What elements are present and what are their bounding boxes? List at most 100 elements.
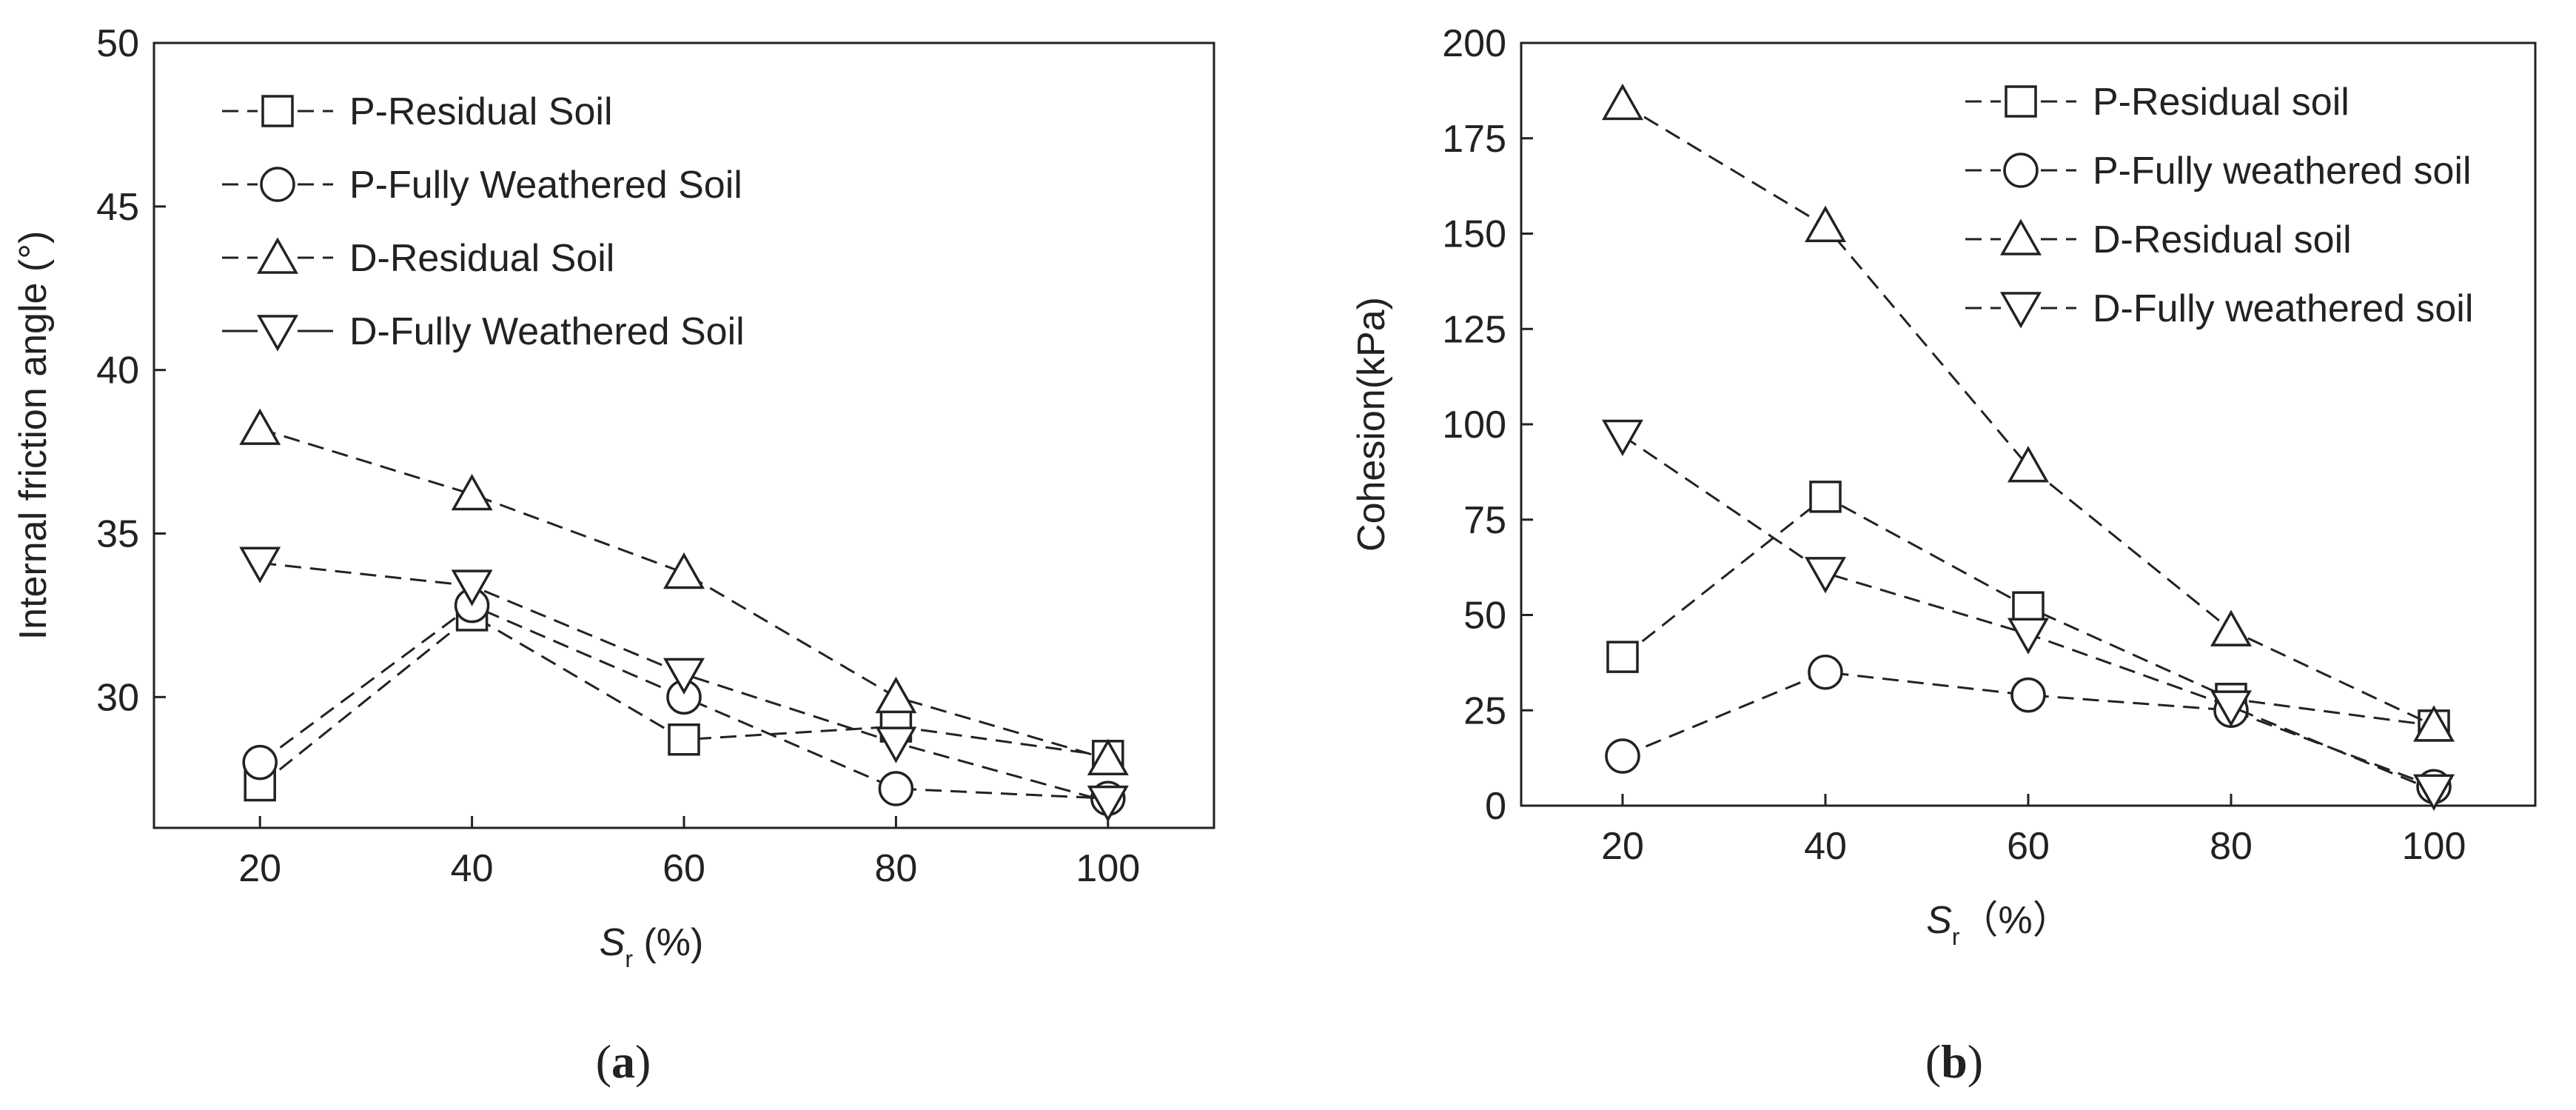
data-point-a-2 (875, 676, 917, 714)
panel-caption-b: (b) (1925, 1035, 1983, 1088)
x-axis-label-b: Sr（%） (1926, 899, 2071, 950)
x-axis-label-subscript-a: r (625, 946, 633, 972)
data-point-a-3 (239, 546, 281, 584)
data-point-a-1 (242, 744, 278, 780)
data-point-b-3 (2412, 774, 2455, 811)
x-tick-label-b: 40 (1804, 825, 1847, 868)
legend-marker-a-2 (256, 237, 299, 274)
x-tick-label-a: 40 (451, 847, 494, 890)
data-point-b-2 (1804, 205, 1847, 242)
data-point-b-3 (2007, 618, 2050, 655)
y-axis-label-b: Cohesion(kPa) (1350, 297, 1393, 552)
data-point-b-1 (1808, 655, 1843, 690)
y-tick-label-a: 45 (96, 186, 139, 229)
caption-letter-a: a (611, 1035, 635, 1088)
legend-marker-a-0 (261, 95, 294, 127)
series-b-1 (1605, 655, 2452, 804)
y-tick-label-b: 100 (1442, 404, 1506, 447)
data-point-a-2 (239, 408, 281, 445)
y-axis-label-a: Internal friction angle (°) (12, 231, 55, 641)
series-a-1 (242, 587, 1126, 816)
y-tick-label-a: 30 (96, 676, 139, 719)
data-point-a-3 (875, 726, 917, 763)
legend-label-a-0: P-Residual Soil (349, 90, 613, 133)
legend-label-b-2: D-Residual soil (2093, 218, 2352, 261)
y-tick-label-b: 200 (1442, 22, 1506, 65)
y-tick-label-a: 40 (96, 350, 139, 392)
legend-marker-b-1 (2003, 153, 2039, 188)
x-axis-label-symbol-a: S (600, 921, 625, 964)
data-point-b-3 (1601, 419, 1644, 456)
legend-marker-b-2 (1999, 218, 2042, 255)
caption-close-b: ) (1968, 1035, 1983, 1088)
x-tick-label-a: 80 (874, 847, 917, 890)
data-point-b-1 (1605, 738, 1640, 774)
y-tick-label-b: 50 (1463, 595, 1506, 638)
data-point-a-2 (663, 552, 705, 589)
y-tick-label-b: 75 (1463, 499, 1506, 542)
y-tick-label-a: 35 (96, 513, 139, 556)
x-tick-label-a: 60 (663, 847, 705, 890)
x-axis-label-unit-a: (%) (633, 921, 703, 964)
caption-open-b: ( (1925, 1035, 1941, 1088)
series-line-b-2 (1622, 103, 2435, 727)
x-tick-label-a: 100 (1076, 847, 1140, 890)
caption-letter-b: b (1941, 1035, 1968, 1088)
data-point-a-3 (1087, 785, 1129, 823)
legend-label-b-0: P-Residual soil (2093, 81, 2349, 124)
x-tick-label-b: 100 (2402, 825, 2466, 868)
data-point-a-1 (878, 771, 914, 806)
caption-close-a: ) (635, 1035, 651, 1088)
data-point-b-2 (2412, 705, 2455, 742)
data-point-b-2 (1601, 83, 1644, 121)
y-tick-label-b: 125 (1442, 308, 1506, 351)
y-tick-label-b: 0 (1485, 785, 1506, 828)
data-point-b-0 (1606, 641, 1639, 673)
legend-marker-b-3 (1999, 292, 2042, 329)
legend-label-a-1: P-Fully Weathered Soil (349, 164, 742, 207)
data-point-a-0 (668, 723, 700, 756)
x-tick-label-b: 20 (1601, 825, 1644, 868)
data-point-b-2 (2007, 446, 2050, 483)
y-tick-label-b: 150 (1442, 213, 1506, 256)
legend-marker-b-0 (2005, 85, 2037, 118)
legend-label-b-3: D-Fully weathered soil (2093, 287, 2473, 330)
series-line-a-2 (259, 427, 1109, 760)
legend-a: P-Residual Soil P-Fully Weathered Soil D-R… (222, 89, 745, 353)
series-line-a-1 (259, 604, 1108, 800)
data-point-b-1 (2010, 677, 2046, 713)
x-axis-label-symbol-b: S (1926, 899, 1952, 942)
caption-open-a: ( (596, 1035, 611, 1088)
y-tick-label-b: 25 (1463, 689, 1506, 732)
legend-label-b-1: P-Fully weathered soil (2093, 150, 2472, 193)
series-b-2 (1601, 83, 2455, 742)
legend-b: P-Residual soil P-Fully weathered soil D-R… (1965, 79, 2473, 330)
data-point-b-0 (1809, 481, 1842, 513)
data-point-b-3 (1804, 557, 1847, 594)
legend-label-a-2: D-Residual Soil (349, 237, 614, 280)
x-axis-label-unit-b: （%） (1960, 899, 2071, 942)
series-b-3 (1601, 419, 2455, 811)
x-tick-label-b: 60 (2007, 825, 2050, 868)
y-tick-label-b: 175 (1442, 118, 1506, 161)
legend-marker-a-3 (256, 315, 299, 352)
panel-caption-a: (a) (596, 1035, 651, 1088)
chart-b: 20 40 60 80 100 0 25 50 75 100 125 150 175 200 Cohesio… (1350, 22, 2537, 1088)
chart-a: 20 40 60 80 100 30 35 40 45 50 Internal friction a… (12, 22, 1215, 1088)
x-tick-label-b: 80 (2210, 825, 2253, 868)
data-point-a-2 (1087, 738, 1129, 775)
data-point-a-3 (451, 569, 493, 606)
legend-marker-a-1 (260, 167, 295, 202)
x-tick-label-a: 20 (238, 847, 281, 890)
series-a-2 (239, 408, 1129, 775)
data-point-b-2 (2210, 609, 2253, 646)
data-point-b-0 (2012, 591, 2045, 623)
data-point-a-2 (451, 473, 493, 511)
legend-label-a-3: D-Fully Weathered Soil (349, 310, 745, 353)
data-point-b-3 (2210, 690, 2253, 727)
series-a-3 (239, 546, 1129, 823)
y-tick-label-a: 50 (96, 22, 139, 65)
data-point-a-3 (663, 658, 705, 695)
x-axis-label-a: Sr (%) (600, 921, 704, 972)
